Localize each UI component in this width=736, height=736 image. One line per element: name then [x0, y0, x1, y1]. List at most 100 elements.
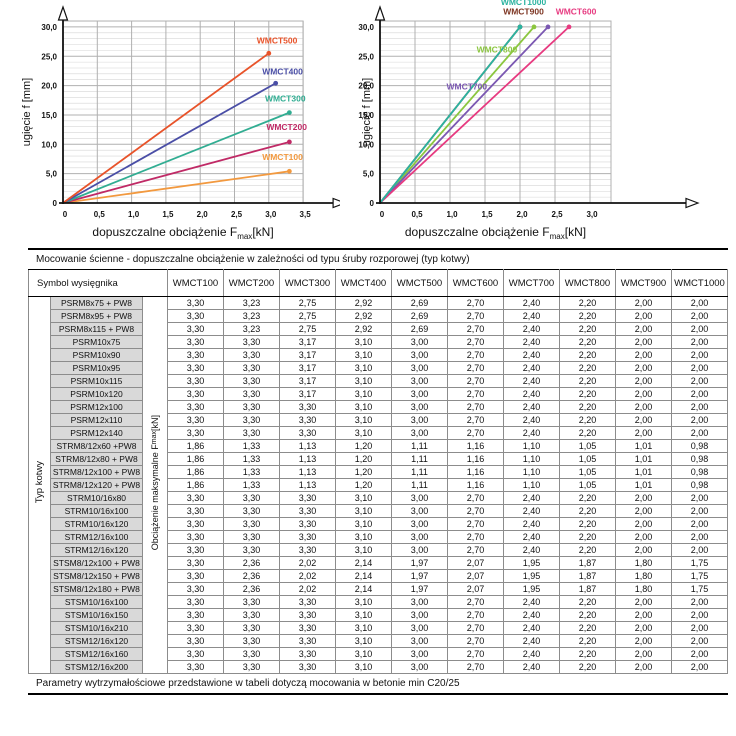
value-cell: 1,05 [559, 465, 616, 479]
value-cell: 2,69 [391, 296, 448, 310]
y-tick-label: 15,0 [358, 111, 374, 120]
value-cell: 1,86 [167, 465, 224, 479]
value-cell: 3,00 [391, 608, 448, 622]
series-label-WMCT500: WMCT500 [257, 35, 298, 45]
value-cell: 2,00 [615, 335, 672, 349]
value-cell: 2,20 [559, 309, 616, 323]
table-row: STSM8/12x100 + PW8 3,30 2,36 2,02 2,14 1,97 2,… [29, 556, 728, 570]
value-cell: 3,30 [279, 530, 336, 544]
symbol-cell: STRM10/16x100 [50, 504, 143, 518]
series-line-WMCT200 [62, 141, 291, 204]
value-cell: 2,20 [559, 647, 616, 661]
value-cell: 1,13 [279, 478, 336, 492]
x-tick-label: 1,0 [446, 210, 458, 219]
value-cell: 2,02 [279, 569, 336, 583]
table-row: STSM10/16x100 3,30 3,30 3,30 3,10 3,00 2,70 2,4… [29, 595, 728, 609]
x-tick-label: 3,0 [265, 210, 277, 219]
symbol-cell: PSRM8x95 + PW8 [50, 309, 143, 323]
value-cell: 2,20 [559, 543, 616, 557]
value-cell: 3,30 [223, 491, 280, 505]
column-header-symbol: Symbol wysięgnika [28, 269, 168, 297]
table-row: STRM10/16x80 3,30 3,30 3,30 3,10 3,00 2,70 2,40… [29, 491, 728, 505]
value-cell: 2,70 [447, 517, 504, 531]
value-cell: 1,20 [335, 465, 392, 479]
value-cell: 2,20 [559, 387, 616, 401]
value-cell: 2,36 [223, 569, 280, 583]
y-tick-label: 25,0 [41, 52, 57, 61]
value-cell: 2,00 [615, 400, 672, 414]
value-cell: 2,00 [615, 504, 672, 518]
symbol-cell: STRM10/16x120 [50, 517, 143, 531]
value-cell: 2,00 [671, 621, 728, 635]
value-cell: 1,80 [615, 556, 672, 570]
symbol-cell: PSRM12x100 [50, 400, 143, 414]
value-cell: 1,80 [615, 582, 672, 596]
series-line-WMCT700 [379, 25, 549, 204]
series-line-WMCT500 [62, 52, 270, 204]
value-cell: 1,16 [447, 465, 504, 479]
value-cell: 2,69 [391, 322, 448, 336]
value-cell: 2,40 [503, 608, 560, 622]
value-cell: 3,30 [167, 647, 224, 661]
value-cell: 1,05 [559, 452, 616, 466]
value-cell: 3,30 [279, 491, 336, 505]
table-row: STSM10/16x210 3,30 3,30 3,30 3,10 3,00 2,70 2,4… [29, 621, 728, 635]
value-cell: 2,00 [615, 361, 672, 375]
value-cell: 1,10 [503, 452, 560, 466]
value-cell: 3,10 [335, 413, 392, 427]
value-cell: 3,10 [335, 660, 392, 674]
value-cell: 2,00 [615, 491, 672, 505]
value-cell: 3,30 [279, 426, 336, 440]
value-cell: 3,30 [167, 296, 224, 310]
symbol-cell: STSM12/16x120 [50, 634, 143, 648]
value-cell: 3,17 [279, 335, 336, 349]
value-cell: 1,01 [615, 452, 672, 466]
symbol-cell: PSRM10x90 [50, 348, 143, 362]
value-cell: 3,30 [223, 530, 280, 544]
x-axis-title: dopuszczalne obciążenie Fmax[kN] [92, 225, 273, 241]
value-cell: 3,30 [223, 543, 280, 557]
value-cell: 3,00 [391, 634, 448, 648]
value-cell: 3,30 [279, 504, 336, 518]
value-cell: 1,13 [279, 465, 336, 479]
value-cell: 3,00 [391, 400, 448, 414]
symbol-cell: STSM10/16x150 [50, 608, 143, 622]
value-cell: 1,75 [671, 556, 728, 570]
value-cell: 2,40 [503, 374, 560, 388]
value-cell: 2,20 [559, 426, 616, 440]
value-cell: 3,30 [167, 374, 224, 388]
value-cell: 3,30 [279, 621, 336, 635]
value-cell: 2,00 [671, 647, 728, 661]
x-tick-label: 3,5 [300, 210, 312, 219]
value-cell: 1,16 [447, 439, 504, 453]
value-cell: 3,30 [167, 543, 224, 557]
value-cell: 2,36 [223, 556, 280, 570]
value-cell: 2,00 [671, 491, 728, 505]
column-header-wmct500: WMCT500 [391, 269, 448, 297]
value-cell: 1,20 [335, 452, 392, 466]
value-cell: 1,87 [559, 569, 616, 583]
table-row: STSM10/16x150 3,30 3,30 3,30 3,10 3,00 2,70 2,4… [29, 608, 728, 622]
value-cell: 1,05 [559, 439, 616, 453]
series-point-WMCT100 [286, 168, 292, 174]
y-tick-label: 15,0 [41, 111, 57, 120]
value-cell: 2,75 [279, 309, 336, 323]
x-tick-label: 0,5 [411, 210, 423, 219]
value-cell: 2,00 [671, 361, 728, 375]
value-cell: 1,11 [391, 478, 448, 492]
column-header-wmct200: WMCT200 [223, 269, 280, 297]
table-row: PSRM10x115 3,30 3,30 3,17 3,10 3,00 2,70 2,40 2,… [29, 374, 728, 388]
value-cell: 2,00 [671, 634, 728, 648]
value-cell: 2,70 [447, 309, 504, 323]
table-row: STRM12/16x100 3,30 3,30 3,30 3,10 3,00 2,70 2,4… [29, 530, 728, 544]
value-cell: 2,40 [503, 660, 560, 674]
value-cell: 2,00 [671, 543, 728, 557]
value-cell: 2,75 [279, 322, 336, 336]
value-cell: 3,30 [167, 335, 224, 349]
x-tick-label: 0 [63, 210, 68, 219]
column-header-wmct700: WMCT700 [503, 269, 560, 297]
value-cell: 3,30 [279, 595, 336, 609]
table-row: STSM12/16x160 3,30 3,30 3,30 3,10 3,00 2,70 2,4… [29, 647, 728, 661]
value-cell: 3,30 [167, 517, 224, 531]
value-cell: 1,05 [559, 478, 616, 492]
